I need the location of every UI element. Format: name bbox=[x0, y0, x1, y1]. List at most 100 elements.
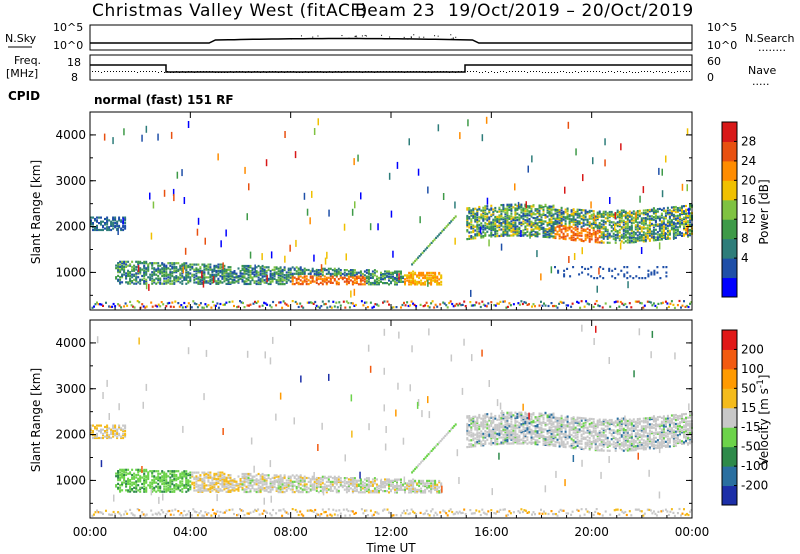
range-cell bbox=[616, 222, 619, 225]
range-cell bbox=[369, 484, 372, 487]
range-cell bbox=[185, 485, 188, 488]
range-cell bbox=[213, 276, 216, 279]
range-cell bbox=[291, 474, 294, 477]
range-cell bbox=[180, 304, 183, 307]
range-cell bbox=[416, 280, 419, 283]
range-cell bbox=[602, 227, 605, 230]
range-cell bbox=[536, 218, 539, 221]
range-cell bbox=[612, 216, 615, 219]
range-cell bbox=[221, 479, 224, 482]
range-cell bbox=[416, 283, 419, 286]
range-cell bbox=[484, 221, 487, 225]
range-cell bbox=[163, 476, 166, 479]
range-cell bbox=[604, 233, 607, 236]
nsearch-point bbox=[361, 35, 363, 37]
range-cell bbox=[141, 482, 144, 486]
range-cell bbox=[626, 232, 629, 235]
range-cell bbox=[574, 239, 577, 242]
range-cell bbox=[311, 488, 314, 491]
range-cell bbox=[151, 264, 154, 267]
range-cell bbox=[644, 277, 647, 280]
range-cell bbox=[392, 483, 394, 486]
range-cell bbox=[209, 481, 212, 484]
range-cell bbox=[259, 273, 262, 277]
range-cell bbox=[611, 275, 614, 278]
range-cell bbox=[518, 219, 521, 222]
range-cell bbox=[630, 225, 633, 228]
range-cell bbox=[331, 269, 334, 272]
range-cell bbox=[363, 270, 366, 273]
range-cell bbox=[231, 281, 234, 284]
nave-point bbox=[599, 71, 600, 72]
range-cell bbox=[492, 210, 495, 214]
range-cell bbox=[560, 209, 563, 212]
range-cell bbox=[147, 471, 150, 474]
range-cell bbox=[365, 281, 368, 285]
range-cell bbox=[281, 271, 284, 274]
range-cell bbox=[656, 223, 659, 226]
range-cell bbox=[127, 264, 130, 267]
range-cell bbox=[596, 238, 599, 241]
range-cell bbox=[275, 281, 278, 284]
nave-point bbox=[536, 71, 537, 72]
range-cell bbox=[207, 276, 210, 279]
range-cell bbox=[596, 241, 599, 244]
range-cell bbox=[560, 213, 563, 216]
range-cell bbox=[325, 281, 328, 284]
range-cell bbox=[670, 219, 673, 222]
range-cell bbox=[662, 222, 665, 225]
range-cell bbox=[667, 305, 670, 308]
range-cell bbox=[404, 280, 406, 283]
range-cell bbox=[199, 474, 202, 477]
range-cell bbox=[357, 154, 359, 162]
range-cell bbox=[239, 480, 242, 483]
range-cell bbox=[255, 474, 258, 477]
range-cell bbox=[143, 482, 146, 486]
range-cell bbox=[652, 209, 655, 212]
range-cell bbox=[233, 276, 236, 279]
range-cell bbox=[197, 490, 200, 493]
range-cell bbox=[233, 281, 236, 284]
nsky-tick-bottom: 10^0 bbox=[53, 39, 83, 52]
range-cell bbox=[145, 481, 148, 484]
range-cell bbox=[552, 204, 555, 207]
range-cell bbox=[211, 489, 214, 492]
range-cell bbox=[554, 212, 557, 215]
range-cell bbox=[192, 300, 195, 303]
range-cell bbox=[568, 215, 571, 218]
range-cell bbox=[430, 487, 433, 490]
range-cell bbox=[183, 266, 186, 269]
range-cell bbox=[367, 486, 370, 489]
range-cell bbox=[169, 479, 172, 482]
range-cell bbox=[351, 479, 354, 482]
range-cell bbox=[543, 302, 545, 305]
range-cell bbox=[205, 484, 208, 487]
range-cell bbox=[608, 234, 611, 237]
range-cell bbox=[562, 225, 565, 228]
range-cell bbox=[608, 267, 611, 270]
range-cell bbox=[229, 479, 232, 482]
range-cell bbox=[183, 264, 186, 267]
range-cell bbox=[400, 488, 402, 491]
range-cell bbox=[245, 490, 248, 494]
range-cell bbox=[580, 232, 583, 235]
range-cell bbox=[406, 276, 409, 280]
range-cell bbox=[171, 470, 174, 473]
range-cell bbox=[245, 488, 248, 491]
range-cell bbox=[414, 279, 417, 282]
range-cell bbox=[171, 272, 174, 275]
range-cell bbox=[392, 273, 394, 276]
range-cell bbox=[193, 486, 196, 490]
range-cell bbox=[681, 219, 683, 222]
range-cell bbox=[602, 277, 605, 280]
range-cell bbox=[253, 481, 256, 485]
range-cell bbox=[520, 230, 522, 237]
range-cell bbox=[482, 226, 485, 229]
range-cell bbox=[169, 488, 172, 491]
range-cell bbox=[420, 479, 423, 482]
range-cell bbox=[681, 232, 683, 235]
nsearch-series bbox=[290, 34, 457, 40]
range-cell bbox=[450, 220, 453, 223]
range-cell bbox=[380, 280, 382, 283]
